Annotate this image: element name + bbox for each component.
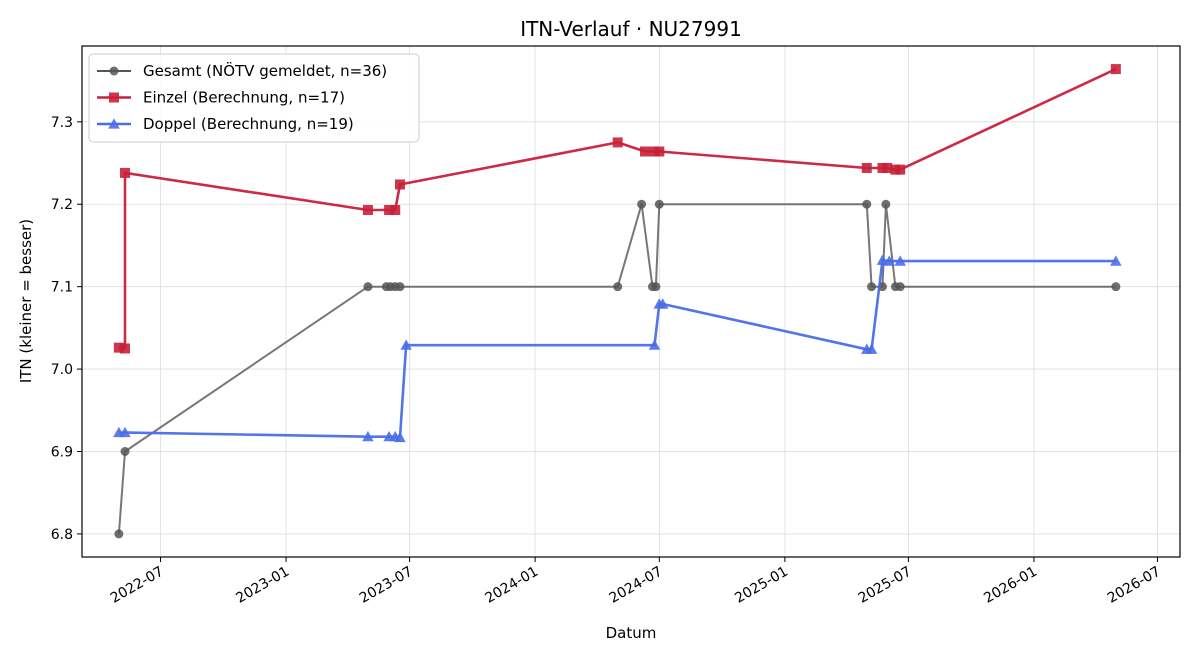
data-point-doppel — [883, 255, 896, 266]
data-point-einzel — [861, 162, 872, 173]
plot-frame — [81, 45, 1181, 558]
data-point-doppel — [876, 254, 889, 265]
data-point-gesamt — [651, 282, 661, 292]
data-point-gesamt — [654, 199, 664, 209]
data-point-doppel — [656, 298, 669, 309]
y-tick-label: 7.0 — [51, 362, 73, 378]
data-point-gesamt — [395, 282, 405, 292]
x-tick-label: 2023-07 — [357, 564, 416, 607]
legend-items: Gesamt (NÖTV gemeldet, n=36) Einzel (Bere… — [97, 61, 387, 133]
y-axis: 6.8 6.9 7.0 7.1 7.2 7.3 — [51, 115, 82, 543]
y-tick-label: 6.8 — [51, 527, 73, 543]
x-tick-label: 2022-07 — [108, 564, 167, 607]
data-point-gesamt — [867, 282, 877, 292]
data-point-einzel — [1110, 64, 1121, 75]
data-point-gesamt — [895, 282, 905, 292]
data-point-einzel — [384, 205, 395, 216]
data-point-einzel — [639, 146, 650, 157]
y-tick-label: 7.1 — [51, 280, 73, 296]
legend-label: Doppel (Berechnung, n=19) — [143, 115, 354, 133]
data-point-doppel — [400, 339, 412, 350]
data-point-gesamt — [862, 199, 872, 209]
data-point-einzel — [119, 167, 130, 178]
data-point-gesamt — [1111, 282, 1121, 292]
data-point-einzel — [895, 164, 906, 175]
data-point-einzel — [113, 342, 124, 353]
data-point-doppel — [648, 339, 661, 350]
legend-item-einzel: Einzel (Berechnung, n=17) — [97, 89, 345, 107]
legend-label: Einzel (Berechnung, n=17) — [143, 89, 345, 107]
x-tick-label: 2023-01 — [233, 564, 292, 607]
legend-item-doppel: Doppel (Berechnung, n=19) — [97, 115, 354, 133]
y-axis-label: ITN (kleiner = besser) — [17, 219, 35, 383]
data-point-doppel — [894, 255, 906, 266]
chart-title: ITN-Verlauf · NU27991 — [520, 17, 742, 41]
data-point-einzel — [119, 343, 130, 354]
data-point-gesamt — [881, 199, 891, 209]
series-line-doppel — [118, 258, 1116, 439]
data-point-doppel — [362, 430, 374, 442]
series-layer — [113, 64, 1122, 539]
x-axis: 2022-07 2023-01 2023-07 2024-01 2024-07 2025-… — [108, 557, 1164, 607]
x-tick-label: 2026-07 — [1105, 564, 1164, 607]
series-gesamt — [114, 199, 1121, 539]
y-tick-label: 7.2 — [51, 197, 73, 213]
x-tick-label: 2024-01 — [482, 564, 541, 607]
legend-marker — [109, 92, 119, 103]
y-tick-label: 6.9 — [51, 445, 73, 461]
x-tick-label: 2026-01 — [981, 564, 1040, 607]
series-einzel — [113, 64, 1121, 354]
legend: Gesamt (NÖTV gemeldet, n=36) Einzel (Bere… — [88, 53, 420, 143]
data-point-gesamt — [114, 529, 124, 539]
legend-marker — [108, 118, 120, 129]
data-point-einzel — [395, 179, 406, 190]
data-point-einzel — [362, 205, 373, 216]
data-point-einzel — [612, 137, 623, 148]
series-doppel — [113, 254, 1122, 443]
data-point-doppel — [865, 343, 878, 354]
legend-label: Gesamt (NÖTV gemeldet, n=36) — [143, 61, 387, 80]
x-tick-label: 2025-01 — [732, 564, 791, 607]
data-point-einzel — [390, 205, 401, 216]
x-tick-label: 2024-07 — [607, 564, 666, 607]
data-point-gesamt — [363, 282, 373, 292]
x-tick-label: 2025-07 — [856, 564, 915, 607]
y-tick-label: 7.3 — [51, 115, 73, 131]
data-point-einzel — [882, 162, 893, 173]
data-point-doppel — [394, 431, 406, 443]
legend-box — [88, 53, 420, 143]
legend-item-gesamt: Gesamt (NÖTV gemeldet, n=36) — [97, 61, 387, 80]
data-point-gesamt — [637, 199, 647, 209]
data-point-gesamt — [613, 282, 623, 292]
data-point-doppel — [1110, 255, 1122, 266]
data-point-einzel — [654, 146, 665, 157]
x-axis-label: Datum — [606, 624, 657, 642]
legend-marker — [109, 66, 119, 76]
data-point-doppel — [119, 426, 131, 438]
data-point-gesamt — [120, 447, 130, 457]
